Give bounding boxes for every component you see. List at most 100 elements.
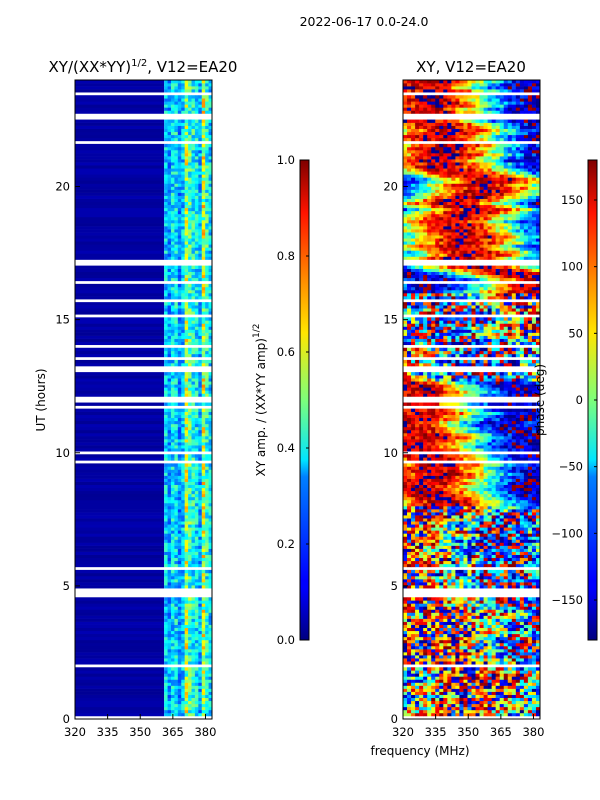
amplitude-cell (167, 636, 172, 641)
phase-cell (527, 536, 533, 540)
amplitude-cell (201, 317, 206, 321)
amplitude-cell (194, 359, 199, 364)
amplitude-cell (205, 286, 209, 291)
amplitude-cell (174, 296, 179, 300)
phase-cell (479, 670, 484, 674)
phase-cell (407, 624, 412, 629)
phase-cell (435, 569, 440, 574)
phase-cell (483, 694, 488, 698)
phase-cell (439, 612, 444, 616)
phase-cell (495, 697, 501, 702)
phase-cell (443, 518, 448, 522)
phase-cell (463, 609, 468, 613)
phase-cell (535, 579, 540, 583)
phase-cell (475, 527, 480, 531)
phase-cell (407, 615, 412, 619)
phase-cell (535, 627, 540, 632)
amplitude-cell (194, 694, 199, 698)
phase-cell (427, 551, 432, 555)
amplitude-cell (75, 131, 165, 136)
amplitude-cell (205, 235, 209, 239)
phase-cell (535, 572, 540, 577)
amplitude-cell (164, 457, 168, 461)
amplitude-cell (201, 527, 206, 531)
amplitude-cell (177, 475, 182, 479)
phase-cell (511, 609, 517, 613)
amplitude-cell (181, 256, 185, 260)
amplitude-cell (191, 603, 196, 607)
amplitude-cell (174, 703, 179, 708)
phase-cell (467, 682, 472, 686)
amplitude-cell (198, 341, 203, 346)
phase-cell (507, 667, 513, 671)
amplitude-cell (167, 554, 172, 559)
amplitude-cell (184, 402, 189, 406)
amplitude-cell (167, 512, 172, 516)
phase-cell (479, 521, 484, 525)
amplitude-cell (177, 378, 182, 382)
amplitude-cell (177, 149, 182, 154)
phase-cell (475, 645, 480, 650)
amplitude-cell (184, 86, 189, 90)
phase-cell (447, 612, 452, 616)
phase-cell (463, 563, 468, 568)
phase-cell (519, 639, 525, 644)
phase-cell (483, 554, 488, 559)
amplitude-cell (205, 527, 209, 531)
phase-cell (483, 624, 488, 629)
phase-cell (531, 676, 537, 680)
phase-cell (403, 575, 408, 580)
phase-cell (475, 603, 480, 607)
amplitude-cell (164, 490, 168, 495)
amplitude-cell (205, 706, 209, 711)
phase-cell (499, 582, 505, 586)
amplitude-cell (174, 198, 179, 203)
amplitude-cell (208, 618, 212, 622)
phase-cell (431, 712, 436, 717)
amplitude-cell (208, 712, 212, 717)
phase-cell (531, 621, 537, 625)
phase-cell (495, 579, 501, 583)
amplitude-cell (174, 679, 179, 683)
amplitude-cell (164, 247, 168, 251)
amplitude-cell (177, 481, 182, 485)
amplitude-cell (177, 286, 182, 291)
amplitude-cell (201, 603, 206, 607)
amplitude-cell (191, 362, 196, 367)
phase-cell (431, 560, 436, 565)
amplitude-cell (194, 603, 199, 607)
amplitude-cell (194, 186, 199, 190)
amplitude-cell (194, 536, 199, 540)
amplitude-cell (75, 694, 165, 698)
amplitude-cell (191, 350, 196, 355)
amplitude-cell (75, 204, 165, 209)
phase-cell (447, 673, 452, 677)
amplitude-cell (75, 436, 165, 440)
amplitude-cell (75, 232, 165, 236)
amplitude-cell (208, 639, 212, 644)
amplitude-cell (208, 457, 212, 461)
phase-cell (531, 694, 537, 698)
amplitude-cell (194, 682, 199, 686)
phase-cell (511, 597, 517, 601)
amplitude-cell (184, 384, 189, 388)
amplitude-cell (177, 183, 182, 187)
amplitude-cell (164, 289, 168, 294)
phase-cell (455, 533, 460, 537)
amplitude-cell (205, 213, 209, 218)
amplitude-cell (181, 673, 185, 677)
amplitude-cell (191, 89, 196, 93)
amplitude-cell (184, 673, 189, 677)
phase-cell (423, 554, 428, 559)
phase-cell (439, 575, 444, 580)
phase-cell (495, 673, 501, 677)
phase-cell (507, 649, 513, 653)
amplitude-cell (188, 694, 192, 698)
phase-cell (439, 694, 444, 698)
amplitude-cell (174, 454, 179, 458)
amplitude-cell (177, 171, 182, 175)
amplitude-cell (205, 475, 209, 479)
amplitude-cell (164, 353, 168, 358)
amplitude-cell (174, 375, 179, 379)
phase-cell (535, 661, 540, 665)
